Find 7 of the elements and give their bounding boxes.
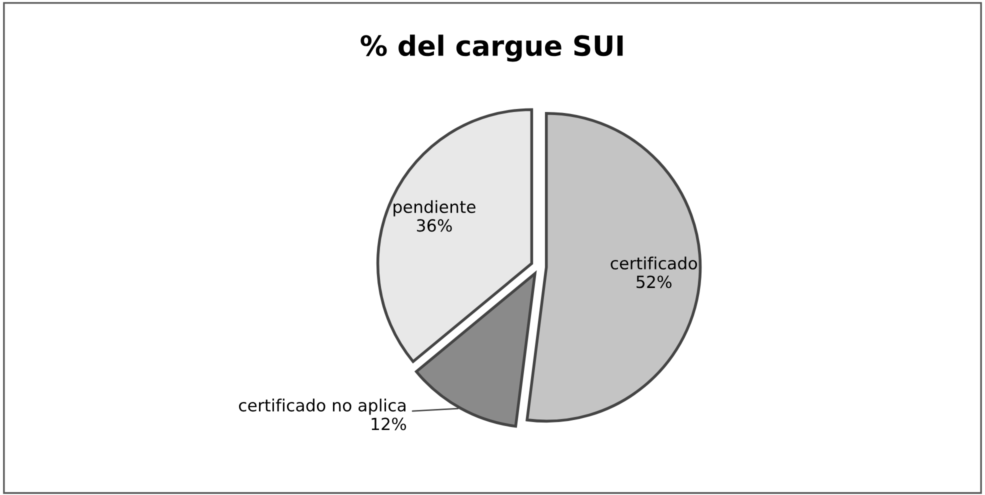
slice-label: pendiente (394, 200, 476, 216)
slice-label: certificado (610, 256, 698, 270)
data-label: 52% (636, 276, 672, 288)
data-label: 36% (416, 219, 452, 232)
data-label: 12% (372, 418, 406, 430)
chart-title: % del cargue SUI (360, 34, 623, 62)
slice-label: certificado no aplica (238, 398, 406, 415)
